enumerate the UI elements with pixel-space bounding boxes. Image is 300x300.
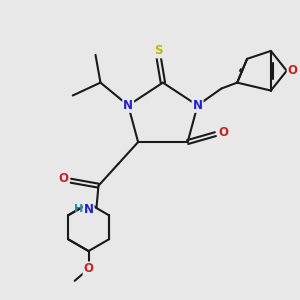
Text: O: O [59, 172, 69, 185]
Text: O: O [84, 262, 94, 275]
Text: S: S [154, 44, 162, 57]
Text: N: N [84, 203, 94, 216]
Text: N: N [193, 99, 202, 112]
Text: O: O [218, 126, 228, 139]
Text: N: N [123, 99, 133, 112]
Text: H: H [74, 204, 83, 214]
Text: O: O [288, 64, 298, 77]
